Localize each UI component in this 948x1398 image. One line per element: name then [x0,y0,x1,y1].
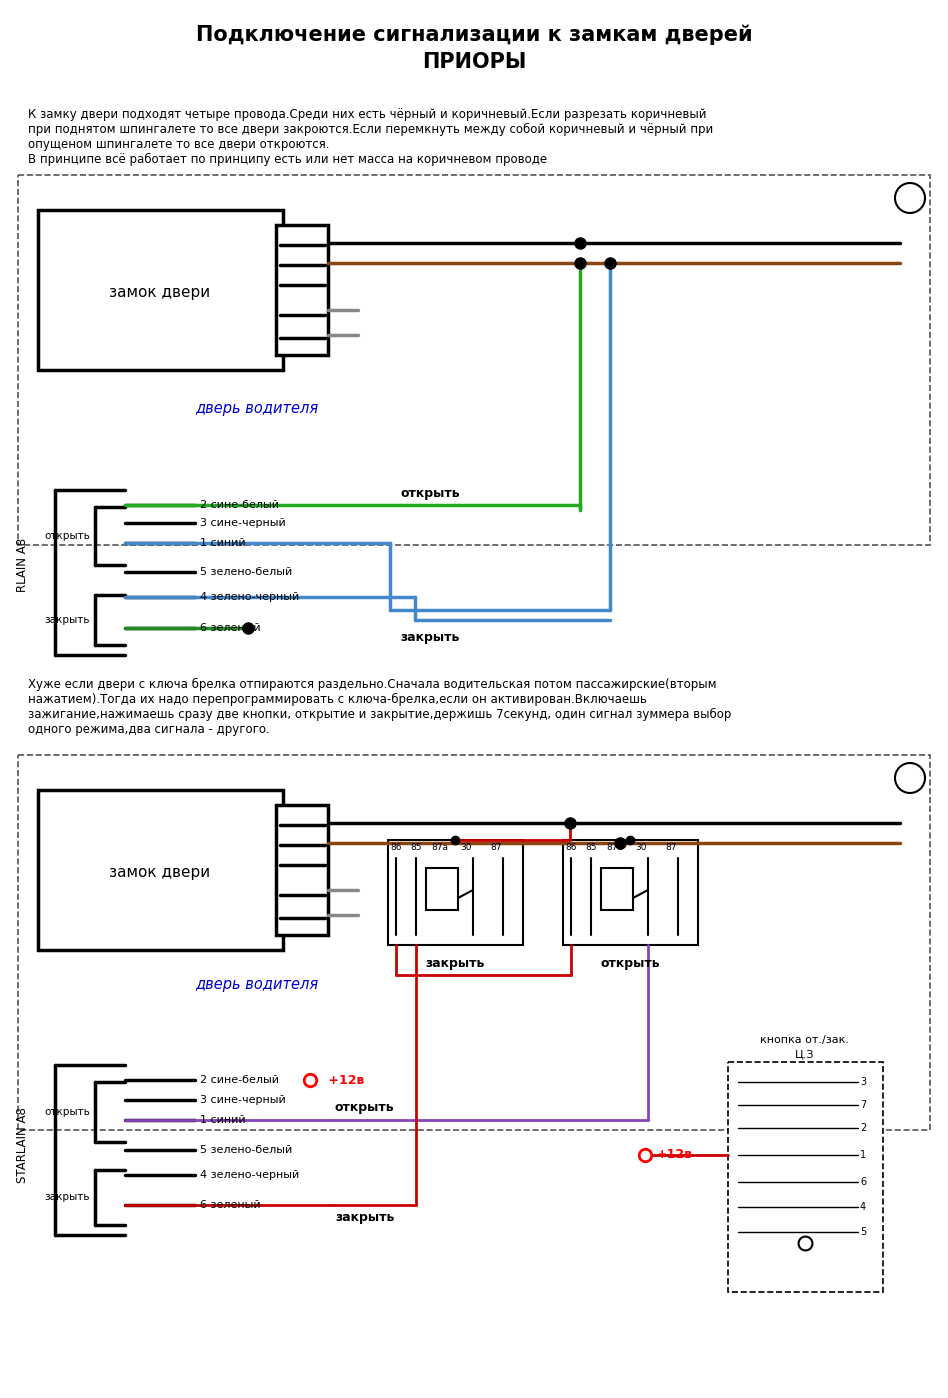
Text: закрыть: закрыть [335,1211,394,1223]
Text: 2: 2 [905,770,915,786]
Text: 7: 7 [860,1100,866,1110]
Text: +12в: +12в [657,1149,693,1162]
Text: Хуже если двери с ключа брелка отпираются раздельно.Сначала водительская потом п: Хуже если двери с ключа брелка отпираютс… [28,678,731,737]
Text: 2: 2 [860,1123,866,1132]
Bar [18,175,930,545]
Text: кнопка от./зак.: кнопка от./зак. [760,1035,849,1044]
Text: 87a: 87a [431,843,448,853]
Circle shape [895,183,925,212]
Text: закрыть: закрыть [45,1192,90,1202]
Text: 6: 6 [860,1177,866,1187]
Text: 6 зеленый: 6 зеленый [200,624,261,633]
Bar [18,755,930,1130]
Bar [388,840,523,945]
Text: 87: 87 [490,843,501,853]
Text: Подключение сигнализации к замкам дверей: Подключение сигнализации к замкам дверей [195,25,753,45]
Text: К замку двери подходят четыре провода.Среди них есть чёрный и коричневый.Если ра: К замку двери подходят четыре провода.Ср… [28,108,713,166]
Text: 1 синий: 1 синий [200,1116,246,1125]
Text: RLAIN A8: RLAIN A8 [15,538,28,593]
Bar [276,805,328,935]
Text: закрыть: закрыть [45,615,90,625]
Text: замок двери: замок двери [109,864,210,879]
Text: открыть: открыть [44,531,90,541]
Circle shape [895,763,925,793]
Text: 3 сине-черный: 3 сине-черный [200,519,285,528]
Text: 86: 86 [565,843,576,853]
Bar [426,868,458,910]
Text: открыть: открыть [600,956,660,969]
Bar [728,1062,883,1292]
Bar [563,840,698,945]
Text: 5 зелено-белый: 5 зелено-белый [200,568,292,577]
Bar [601,868,633,910]
Text: +12в: +12в [324,1074,364,1086]
Text: 2 сине-белый: 2 сине-белый [200,1075,279,1085]
Text: открыть: открыть [44,1107,90,1117]
Text: 3 сине-черный: 3 сине-черный [200,1095,285,1104]
Text: 4 зелено-черный: 4 зелено-черный [200,591,300,603]
Text: 86: 86 [391,843,402,853]
Text: Ц.З: Ц.З [795,1048,814,1060]
Text: STARLAIN A8: STARLAIN A8 [15,1107,28,1183]
Text: 4 зелено-черный: 4 зелено-черный [200,1170,300,1180]
Text: 5: 5 [860,1227,866,1237]
Text: закрыть: закрыть [400,632,460,644]
Text: открыть: открыть [400,488,460,500]
Text: 5 зелено-белый: 5 зелено-белый [200,1145,292,1155]
Text: закрыть: закрыть [426,956,484,969]
Text: 1: 1 [860,1151,866,1160]
Bar [38,210,283,370]
Text: 87a: 87a [607,843,624,853]
Text: 2 сине-белый: 2 сине-белый [200,500,279,510]
Text: 30: 30 [460,843,472,853]
Text: 4: 4 [860,1202,866,1212]
Text: 85: 85 [585,843,596,853]
Bar [38,790,283,951]
Text: 87: 87 [665,843,677,853]
Text: 3: 3 [860,1076,866,1088]
Text: дверь водителя: дверь водителя [195,400,319,415]
Text: ПРИОРЫ: ПРИОРЫ [422,52,526,73]
Text: 1 синий: 1 синий [200,538,246,548]
Text: 6 зеленый: 6 зеленый [200,1199,261,1211]
Text: 85: 85 [410,843,422,853]
Text: 30: 30 [635,843,647,853]
Text: 1: 1 [905,190,915,206]
Text: дверь водителя: дверь водителя [195,977,319,993]
Text: замок двери: замок двери [109,285,210,299]
Text: открыть: открыть [335,1102,394,1114]
Bar [276,225,328,355]
